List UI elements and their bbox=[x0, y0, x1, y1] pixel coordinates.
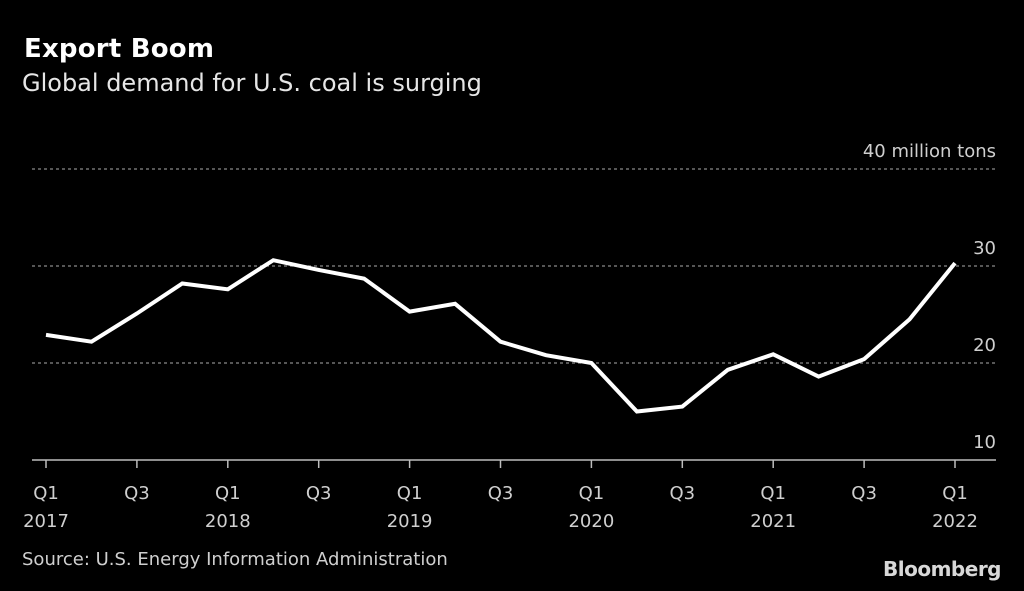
chart-subtitle: Global demand for U.S. coal is surging bbox=[22, 69, 482, 97]
bloomberg-logo: Bloomberg bbox=[883, 557, 1001, 581]
x-tick-year-label: 2020 bbox=[568, 511, 614, 532]
x-tick-label: Q1 bbox=[942, 483, 968, 504]
x-tick-label: Q1 bbox=[579, 483, 605, 504]
x-tick-year-label: 2017 bbox=[23, 511, 69, 532]
y-tick-label: 30 bbox=[973, 238, 996, 259]
x-tick-label: Q3 bbox=[851, 483, 877, 504]
x-tick-year-label: 2022 bbox=[932, 511, 978, 532]
x-tick-label: Q3 bbox=[306, 483, 332, 504]
x-tick-year-label: 2018 bbox=[205, 511, 251, 532]
x-tick-year-label: 2019 bbox=[387, 511, 433, 532]
y-tick-label: 40 million tons bbox=[863, 141, 996, 162]
y-tick-label: 10 bbox=[973, 432, 996, 453]
x-tick-label: Q3 bbox=[669, 483, 695, 504]
source-note: Source: U.S. Energy Information Administ… bbox=[22, 549, 448, 570]
x-tick-label: Q1 bbox=[760, 483, 786, 504]
x-tick-label: Q1 bbox=[215, 483, 241, 504]
x-tick-label: Q3 bbox=[124, 483, 150, 504]
y-tick-label: 20 bbox=[973, 335, 996, 356]
x-tick-year-label: 2021 bbox=[750, 511, 796, 532]
x-tick-label: Q1 bbox=[33, 483, 59, 504]
x-tick-label: Q1 bbox=[397, 483, 423, 504]
series-line bbox=[45, 258, 957, 414]
x-tick-label: Q3 bbox=[488, 483, 514, 504]
chart-title: Export Boom bbox=[24, 34, 215, 64]
